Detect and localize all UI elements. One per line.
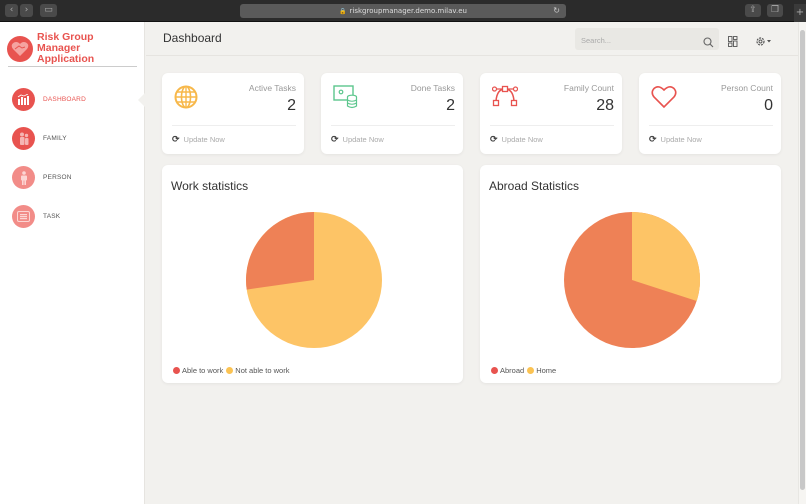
refresh-icon: ⟳ [172,134,180,144]
update-now-link[interactable]: ⟳ Update Now [172,134,225,145]
apps-grid-icon[interactable] [728,32,738,51]
legend-dot [226,367,234,374]
handshake-heart-icon [7,35,33,62]
stat-card-done-tasks: Done Tasks 2 ⟳ Update Now [321,73,463,154]
stat-value: 0 [764,97,773,114]
family-icon [12,127,35,150]
app-title: Risk Group Manager Application [37,31,95,65]
sidebar-toggle-button[interactable]: ▭ [40,4,57,17]
page-scrollbar[interactable] [798,22,806,504]
update-now-link[interactable]: ⟳ Update Now [649,134,702,145]
chevron-left-icon: ‹ [9,5,14,15]
globe-icon [174,85,198,113]
tabs-button[interactable]: ❐ [767,4,783,17]
update-now-link[interactable]: ⟳ Update Now [490,134,543,145]
stat-card-active-tasks: Active Tasks 2 ⟳ Update Now [162,73,304,154]
refresh-icon: ⟳ [649,134,657,144]
new-tab-button[interactable]: + [794,4,806,22]
legend-item[interactable]: Able to work [173,366,223,375]
reload-icon[interactable]: ↻ [553,6,560,15]
stat-card-person-count: Person Count 0 ⟳ Update Now [639,73,781,154]
stat-value: 28 [596,97,614,114]
divider [8,66,137,67]
bezier-curve-icon [491,85,519,111]
update-now-label: Update Now [342,135,384,144]
stat-label: Done Tasks [410,83,455,93]
work-statistics-card: Work statistics Able to work Not able to… [162,165,463,383]
legend-dot [173,367,180,374]
tabs-icon: ❐ [770,5,780,15]
legend-item[interactable]: Home [527,366,556,375]
stat-label: Family Count [563,83,614,93]
sidebar-item-label: DASHBOARD [43,96,86,103]
chevron-right-icon: › [24,5,29,15]
refresh-icon: ⟳ [490,134,498,144]
stat-value: 2 [287,97,296,114]
address-bar[interactable]: 🔒 riskgroupmanager.demo.milav.eu ↻ [240,4,566,18]
forward-button[interactable]: › [20,4,33,17]
pie-slice-home[interactable] [632,212,701,301]
url-text: riskgroupmanager.demo.milav.eu [349,7,467,15]
pie-slice-able-to-work[interactable] [246,212,314,290]
lock-icon: 🔒 [339,8,347,15]
legend-label: Home [536,366,557,375]
divider [331,125,455,126]
legend-label: Able to work [182,366,224,375]
bar-chart-icon [12,88,35,111]
legend-item[interactable]: Abroad [491,366,524,375]
legend-label: Abroad [500,366,525,375]
refresh-icon: ⟳ [331,134,339,144]
person-icon [12,166,35,189]
stat-label: Person Count [721,83,773,93]
stat-value: 2 [446,97,455,114]
browser-toolbar: ‹ › ▭ 🔒 riskgroupmanager.demo.milav.eu ↻ … [0,0,806,22]
sidebar-item-label: FAMILY [43,135,67,142]
legend-item[interactable]: Not able to work [226,366,289,375]
task-list-icon [12,205,35,228]
gear-icon [756,37,771,46]
chart-legend: Abroad Home [491,366,559,375]
divider [172,125,296,126]
brand[interactable]: Risk Group Manager Application [7,32,137,65]
chart-title: Work statistics [171,179,249,193]
top-header: Dashboard [146,22,798,56]
sidebar-item-label: TASK [43,213,61,220]
update-now-label: Update Now [501,135,543,144]
search-box[interactable] [575,28,719,52]
legend-dot [527,367,535,374]
divider [649,125,773,126]
sidebar-item-label: PERSON [43,174,72,181]
chart-title: Abroad Statistics [489,179,580,193]
update-now-link[interactable]: ⟳ Update Now [331,134,384,145]
update-now-label: Update Now [183,135,225,144]
back-button[interactable]: ‹ [5,4,18,17]
scrollbar-thumb[interactable] [800,30,805,490]
sidebar-nav: DASHBOARD FAMILY PERSON TASK [0,80,146,236]
sidebar-item-family[interactable]: FAMILY [0,119,145,158]
search-input[interactable] [575,29,695,52]
divider [490,125,614,126]
sidebar-icon: ▭ [44,5,53,15]
share-icon: ⇪ [749,5,757,15]
chart-legend: Able to work Not able to work [173,366,292,375]
search-icon[interactable] [703,33,714,52]
abroad-pie-chart[interactable] [562,210,702,350]
sidebar-item-task[interactable]: TASK [0,197,145,236]
legend-label: Not able to work [235,366,290,375]
stat-label: Active Tasks [248,83,296,93]
update-now-label: Update Now [660,135,702,144]
work-pie-chart[interactable] [244,210,384,350]
database-screen-icon [333,85,359,113]
legend-dot [491,367,498,374]
settings-dropdown[interactable] [755,32,773,51]
share-button[interactable]: ⇪ [745,4,761,17]
sidebar-item-dashboard[interactable]: DASHBOARD [0,80,146,119]
stat-card-family-count: Family Count 28 ⟳ Update Now [480,73,622,154]
abroad-statistics-card: Abroad Statistics Abroad Home [480,165,781,383]
page-title: Dashboard [163,31,222,45]
sidebar-item-person[interactable]: PERSON [0,158,145,197]
heart-icon [651,85,677,113]
sidebar: Risk Group Manager Application DASHBOARD… [0,22,146,504]
